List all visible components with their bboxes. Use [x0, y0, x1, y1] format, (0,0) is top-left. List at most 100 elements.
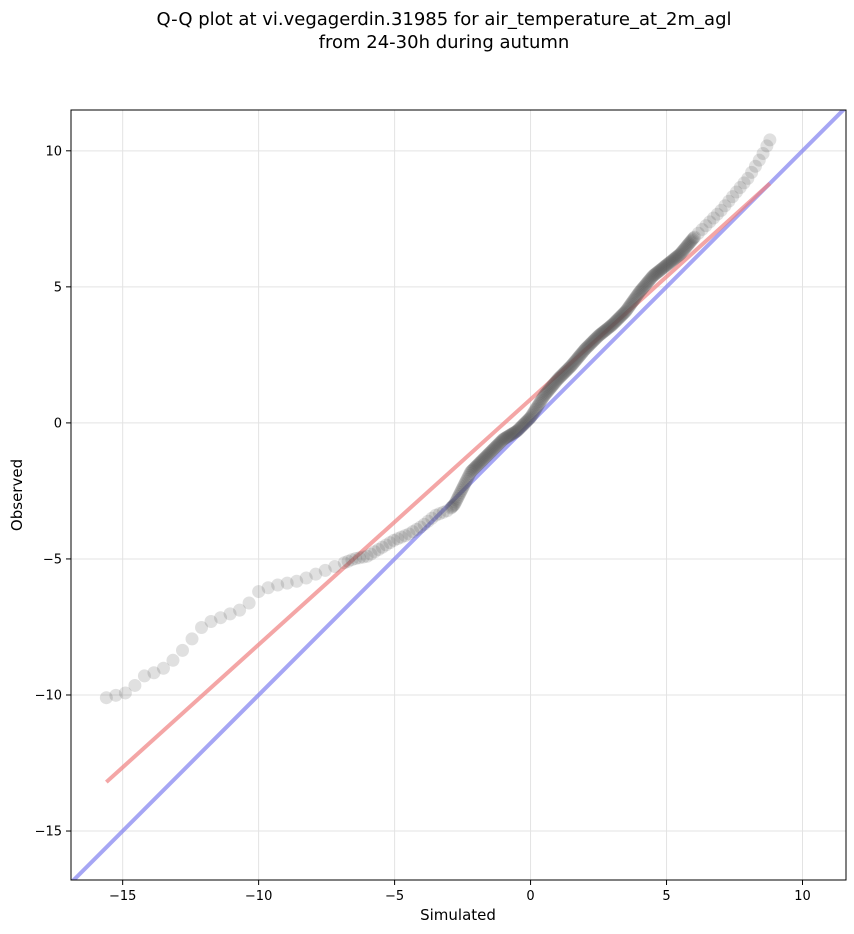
quantile-point: [402, 527, 416, 541]
quantile-point: [466, 463, 480, 477]
quantile-point: [551, 372, 565, 386]
quantile-point: [536, 390, 550, 404]
quantile-point: [590, 331, 604, 345]
quantile-point: [760, 139, 774, 153]
quantile-point: [261, 581, 275, 595]
quantile-point: [459, 474, 473, 488]
quantile-point: [602, 321, 616, 335]
quantile-point: [465, 464, 479, 478]
quantile-point: [375, 540, 389, 554]
quantile-point: [410, 522, 424, 536]
quantile-point: [601, 321, 615, 335]
quantile-point: [584, 337, 598, 351]
quantile-point: [128, 678, 142, 692]
quantile-point: [691, 226, 705, 240]
quantile-point: [475, 453, 489, 467]
quantile-point: [756, 147, 770, 161]
quantile-point: [571, 350, 585, 364]
quantile-point: [682, 237, 696, 251]
y-tick-label: 10: [45, 144, 62, 159]
quantile-point: [608, 315, 622, 329]
quantile-point: [538, 388, 552, 402]
quantile-point: [674, 246, 688, 260]
quantile-point: [549, 375, 563, 389]
quantile-point: [507, 426, 521, 440]
quantile-point: [554, 369, 568, 383]
x-tick-label: −15: [109, 889, 136, 904]
quantile-point: [638, 278, 652, 292]
quantile-point: [524, 410, 538, 424]
quantile-point: [577, 343, 591, 357]
quantile-point: [636, 281, 650, 295]
quantile-point: [440, 504, 454, 518]
quantile-point: [156, 661, 170, 675]
quantile-point: [450, 493, 464, 507]
quantile-point: [542, 383, 556, 397]
quantile-point: [659, 259, 673, 273]
quantile-point: [733, 180, 747, 194]
quantile-point: [585, 336, 599, 350]
quantile-point: [495, 433, 509, 447]
quantile-point: [606, 317, 620, 331]
quantile-point: [671, 249, 685, 263]
quantile-point: [510, 424, 524, 438]
quantile-point: [614, 309, 628, 323]
quantile-point: [640, 276, 654, 290]
quantile-point: [591, 329, 605, 343]
quantile-point: [651, 265, 665, 279]
quantile-point: [508, 425, 522, 439]
quantile-point: [564, 359, 578, 373]
quantile-point: [649, 267, 663, 281]
quantile-point: [560, 363, 574, 377]
quantile-point: [421, 514, 435, 528]
y-tick-label: −5: [43, 552, 62, 567]
quantile-point: [505, 427, 519, 441]
quantile-point: [533, 395, 547, 409]
quantile-point: [476, 452, 490, 466]
quantile-point: [582, 338, 596, 352]
quantile-point: [655, 262, 669, 276]
quantile-point: [680, 239, 694, 253]
quantile-point: [686, 232, 700, 246]
quantile-point: [590, 330, 604, 344]
quantile-point: [452, 489, 465, 503]
quantile-point: [451, 491, 465, 505]
quantile-point: [147, 666, 161, 680]
quantile-point: [615, 308, 629, 322]
quantile-point: [518, 416, 532, 430]
quantile-point: [545, 380, 559, 394]
y-axis-label: Observed: [8, 459, 26, 531]
quantile-point: [668, 252, 682, 266]
quantile-point: [616, 307, 630, 321]
quantile-point: [452, 487, 466, 501]
quantile-point: [337, 556, 351, 570]
quantile-point: [432, 507, 446, 521]
quantile-point: [502, 429, 516, 443]
quantile-point: [462, 468, 476, 482]
quantile-point: [456, 480, 470, 494]
quantile-point: [501, 429, 515, 443]
quantile-point: [137, 669, 151, 683]
quantile-point: [511, 423, 525, 437]
quantile-point: [242, 596, 256, 610]
quantile-point: [318, 563, 332, 577]
quantile-point: [309, 567, 323, 581]
quantile-point: [473, 455, 487, 469]
quantile-point: [509, 425, 523, 439]
quantile-point: [387, 533, 401, 547]
quantile-point: [464, 465, 478, 479]
quantile-point: [356, 550, 370, 564]
quantile-point: [486, 443, 500, 457]
quantile-point: [379, 538, 393, 552]
quantile-point: [685, 233, 699, 247]
identity-line: [71, 110, 846, 880]
quantile-point: [664, 255, 678, 269]
quantile-point: [622, 300, 636, 314]
quantile-point: [657, 260, 671, 274]
quantile-point: [544, 381, 558, 395]
quantile-point: [580, 340, 594, 354]
quantile-point: [598, 324, 612, 338]
quantile-point: [703, 215, 717, 229]
quantile-point: [398, 529, 412, 543]
quantile-point: [612, 311, 626, 325]
